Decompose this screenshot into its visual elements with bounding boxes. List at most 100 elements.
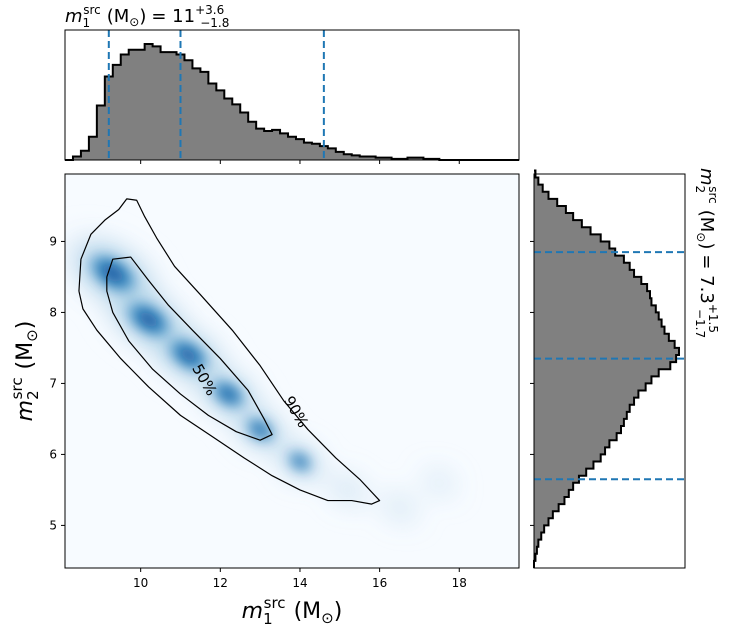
x-tick-label: 18 xyxy=(452,576,467,590)
right-histogram-bar xyxy=(534,532,542,541)
right-histogram-bar xyxy=(534,234,601,242)
right-histogram-bar xyxy=(534,255,624,264)
top-histogram-bar xyxy=(224,98,233,160)
top-histogram-bar xyxy=(351,155,361,160)
top-histogram-bar xyxy=(288,136,297,160)
top-histogram-bar xyxy=(335,151,345,160)
top-histogram-bar xyxy=(200,71,209,160)
right-histogram-bar xyxy=(534,468,587,477)
right-histogram-outline xyxy=(533,169,680,568)
contour-line xyxy=(78,198,381,505)
contour-lines xyxy=(78,198,381,505)
right-histogram-bar xyxy=(534,191,549,200)
right-histogram-bar xyxy=(534,262,630,271)
top-histogram-bar xyxy=(407,157,416,160)
top-histogram-bar xyxy=(168,52,177,161)
density-layer xyxy=(100,263,307,467)
top-histogram-bar xyxy=(160,52,169,161)
density-blob xyxy=(100,263,126,283)
top-histogram-bar xyxy=(375,157,384,160)
top-histogram-bar xyxy=(415,157,424,160)
right-histogram-bar xyxy=(534,525,545,533)
right-marginal-panel: m2src(M⊙)= 7.3+1.5−1.7 xyxy=(530,168,720,569)
right-histogram-bar xyxy=(534,205,566,214)
y-tick-label: 7 xyxy=(49,376,57,390)
right-histogram-bar xyxy=(534,177,539,186)
top-histogram-bar xyxy=(295,139,305,160)
x-axis-ticks: 10 12 14 16 18 xyxy=(133,568,467,590)
density-blob xyxy=(387,498,412,518)
density-blob xyxy=(428,474,451,492)
right-quantile-lines xyxy=(534,251,685,481)
right-histogram-bar xyxy=(534,362,671,370)
top-histogram-bar xyxy=(343,154,353,160)
right-histogram-bar xyxy=(534,546,537,555)
right-histogram-bar xyxy=(534,411,627,420)
density-blob xyxy=(334,479,362,501)
right-histogram-bar xyxy=(534,369,659,377)
right-histogram-bar xyxy=(534,326,665,335)
right-ticks xyxy=(530,240,534,526)
contour-line xyxy=(106,256,273,441)
right-histogram-bar xyxy=(534,497,565,505)
right-histogram-bar xyxy=(534,390,639,399)
right-histogram-bar xyxy=(534,276,642,285)
right-title: m2src(M⊙)= 7.3+1.5−1.7 xyxy=(693,168,720,338)
right-histogram-bar xyxy=(534,284,648,292)
heatmap-background xyxy=(65,174,519,568)
main-axes-frame xyxy=(64,173,520,569)
right-histogram-bar xyxy=(534,397,635,406)
right-histogram-bar xyxy=(534,440,610,448)
right-histogram-bar xyxy=(534,433,617,441)
y-tick-label: 5 xyxy=(49,518,57,532)
right-histogram-bar xyxy=(534,482,574,491)
right-histogram-bar xyxy=(534,241,610,249)
right-histogram-bar xyxy=(534,426,621,434)
top-histogram-bar xyxy=(96,105,106,160)
top-histogram-bar xyxy=(327,148,337,160)
top-histogram-bar xyxy=(264,131,273,160)
top-histogram-bar xyxy=(248,121,257,160)
x-tick-label: 16 xyxy=(372,576,387,590)
top-histogram-bar xyxy=(128,49,138,160)
top-histogram-bar xyxy=(208,83,217,160)
right-histogram-bar xyxy=(534,298,652,306)
x-axis-label: m1src (M⊙) xyxy=(242,594,343,628)
density-blob xyxy=(178,346,199,364)
density-heatmap xyxy=(65,236,456,522)
right-histogram xyxy=(533,169,680,568)
top-ticks xyxy=(140,160,460,164)
right-histogram-bar xyxy=(534,489,569,498)
right-histogram-bar xyxy=(534,319,662,328)
y-tick-label: 9 xyxy=(49,234,57,248)
right-histogram-bar xyxy=(534,376,652,384)
top-histogram-bar xyxy=(216,90,225,160)
top-histogram-outline xyxy=(65,43,519,161)
top-histogram-bar xyxy=(192,68,201,160)
x-tick-label: 10 xyxy=(133,576,148,590)
density-blob xyxy=(137,310,161,329)
right-histogram-bar xyxy=(534,504,559,512)
right-histogram-bar xyxy=(534,198,558,207)
density-blob xyxy=(219,387,237,401)
top-histogram-bar xyxy=(383,157,392,160)
right-histogram-bar xyxy=(534,248,616,257)
x-tick-label: 14 xyxy=(292,576,307,590)
top-title: m1src (M⊙) = 11+3.6 −1.8 xyxy=(65,3,229,30)
density-blob xyxy=(293,456,307,467)
top-histogram-bar xyxy=(112,64,122,160)
right-histogram-bar xyxy=(534,340,675,349)
top-histogram-bar xyxy=(144,44,154,160)
right-histogram-bar xyxy=(534,312,659,320)
top-marginal-panel: m1src (M⊙) = 11+3.6 −1.8 xyxy=(64,3,520,164)
top-axes-frame xyxy=(64,29,520,161)
top-histogram-bar xyxy=(232,104,241,160)
right-histogram-bar xyxy=(534,447,606,455)
top-histogram-bar xyxy=(136,49,146,160)
top-histogram-bar xyxy=(359,156,369,160)
top-histogram-bar xyxy=(367,156,377,160)
right-histogram-bar xyxy=(534,184,543,193)
right-histogram-bar xyxy=(534,539,539,548)
